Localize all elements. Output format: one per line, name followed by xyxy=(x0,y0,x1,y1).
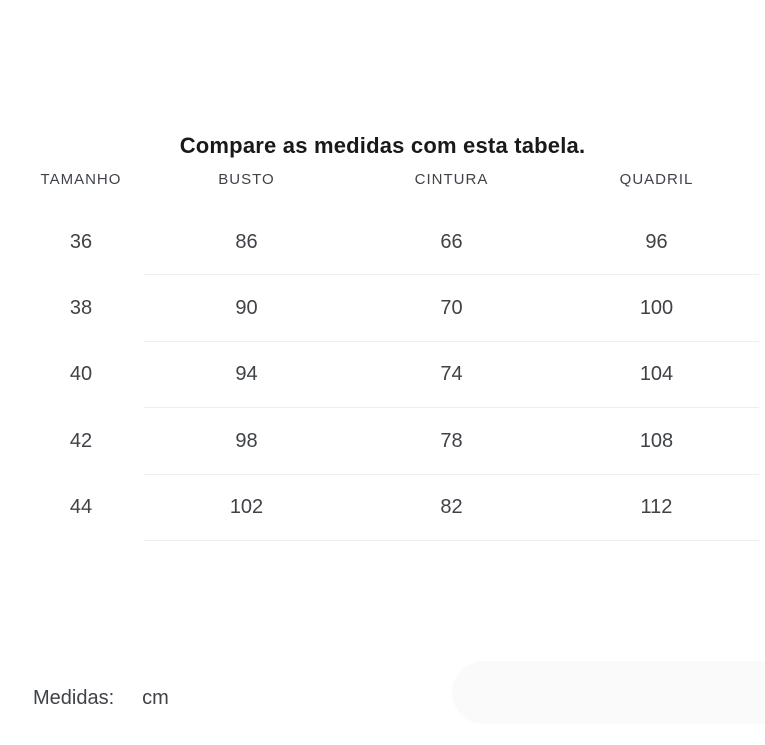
measures-label: Medidas: xyxy=(33,687,115,709)
cell-hip: 104 xyxy=(639,363,674,386)
cell-size: 44 xyxy=(69,496,93,519)
page-title: Compare as medidas com esta tabela. xyxy=(179,132,586,158)
cell-waist: 82 xyxy=(440,496,463,519)
cell-hip: 96 xyxy=(645,230,668,253)
cell-bust: 98 xyxy=(235,429,258,452)
cell-hip: 112 xyxy=(640,496,673,519)
table-row: 36 86 66 96 xyxy=(0,209,759,276)
header-cell-cintura: CINTURA xyxy=(414,170,489,188)
cell-hip: 108 xyxy=(639,429,674,452)
cell-size: 36 xyxy=(69,230,93,253)
cell-bust: 102 xyxy=(229,496,264,519)
cell-size: 38 xyxy=(69,297,93,320)
table-row: 38 90 70 100 xyxy=(0,275,759,343)
cell-waist: 66 xyxy=(440,230,463,253)
decorative-pill xyxy=(452,661,765,724)
header-cell-tamanho: TAMANHO xyxy=(40,170,122,188)
table-row: 40 94 74 104 xyxy=(0,342,759,409)
cell-waist: 70 xyxy=(440,297,463,320)
cell-bust: 94 xyxy=(235,363,258,386)
measures-footer: Medidas: cm xyxy=(33,685,169,711)
cell-bust: 86 xyxy=(235,230,258,253)
size-comparison-table: TAMANHO BUSTO CINTURA QUADRIL 36 86 66 9… xyxy=(0,149,759,542)
cell-bust: 90 xyxy=(235,297,258,320)
header-cell-busto: BUSTO xyxy=(218,170,275,188)
header-cell-quadril: QUADRIL xyxy=(619,170,694,188)
cell-size: 42 xyxy=(69,429,93,452)
cell-size: 40 xyxy=(69,363,93,386)
table-row: 42 98 78 108 xyxy=(0,408,759,475)
cell-waist: 74 xyxy=(440,363,463,386)
cell-waist: 78 xyxy=(440,429,463,452)
cell-hip: 100 xyxy=(639,297,674,320)
table-header-row: TAMANHO BUSTO CINTURA QUADRIL xyxy=(0,149,759,209)
table-row: 44 102 82 112 xyxy=(0,475,759,542)
measures-unit: cm xyxy=(142,687,169,709)
